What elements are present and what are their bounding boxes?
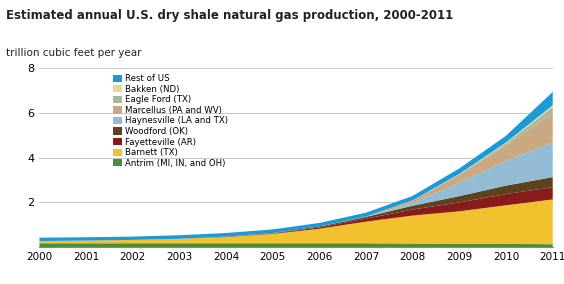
Legend: Rest of US, Bakken (ND), Eagle Ford (TX), Marcellus (PA and WV), Haynesville (LA: Rest of US, Bakken (ND), Eagle Ford (TX)… (113, 74, 228, 168)
Text: Estimated annual U.S. dry shale natural gas production, 2000-2011: Estimated annual U.S. dry shale natural … (6, 9, 453, 22)
Text: trillion cubic feet per year: trillion cubic feet per year (6, 48, 141, 58)
